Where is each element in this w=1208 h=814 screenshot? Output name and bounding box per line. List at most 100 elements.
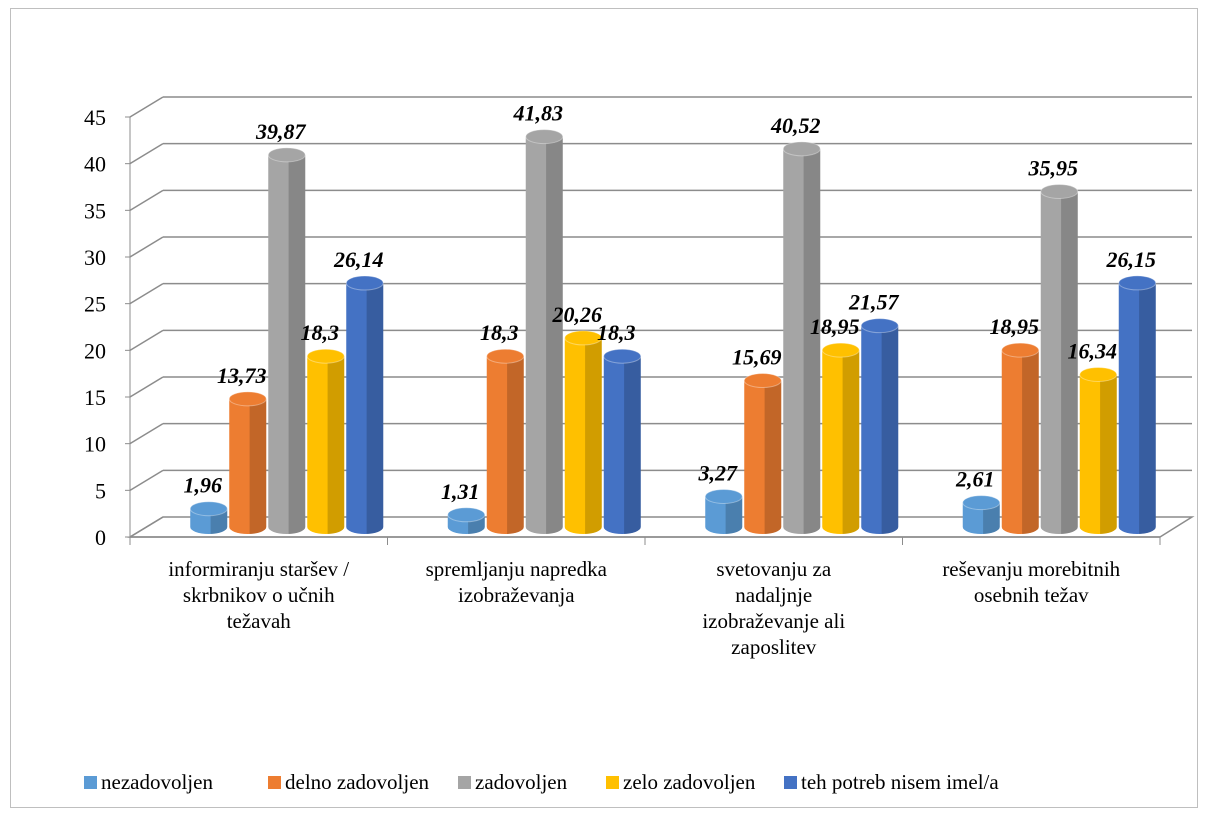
data-label: 3,27 [698, 460, 739, 485]
data-label: 1,96 [184, 473, 223, 498]
bar [564, 337, 602, 535]
bar-top [486, 348, 525, 364]
data-label: 16,34 [1068, 338, 1118, 363]
bar-shade [1061, 191, 1078, 534]
bar-shade [983, 502, 1000, 534]
x-category-label: zaposlitev [731, 635, 817, 659]
side-gridline [129, 143, 164, 165]
bar-shade [327, 356, 345, 534]
bar-shade [842, 350, 860, 534]
y-tick-label: 30 [84, 245, 106, 270]
bar-top [962, 495, 1001, 511]
side-gridline [129, 329, 164, 351]
legend-swatch [84, 776, 97, 789]
data-label: 2,61 [955, 467, 995, 492]
data-label: 1,31 [441, 479, 480, 504]
bar [603, 356, 641, 535]
bar-top [1118, 275, 1157, 291]
bar-shade [1022, 350, 1039, 534]
data-label: 35,95 [1028, 155, 1079, 180]
x-category-label: reševanju morebitnih [942, 557, 1120, 581]
bar [861, 325, 899, 535]
legend-label: zadovoljen [475, 770, 568, 794]
bar [268, 154, 306, 535]
data-label: 18,3 [480, 320, 519, 345]
bar-shade [546, 136, 563, 534]
side-gridline [129, 283, 164, 305]
data-label: 20,26 [552, 302, 603, 327]
bar [705, 496, 743, 535]
x-category-label: osebnih težav [974, 583, 1089, 607]
bar [486, 356, 524, 535]
y-tick-label: 35 [84, 198, 106, 223]
y-axis: 0 5 10 15 20 25 30 35 40 45 [84, 105, 131, 550]
bar [783, 148, 821, 535]
bar-shade [585, 337, 602, 534]
legend-swatch [606, 776, 619, 789]
legend: nezadovoljen delno zadovoljen zadovoljen ze… [84, 770, 999, 794]
x-category-label: skrbnikov o učnih [183, 583, 335, 607]
bar-shade [725, 496, 743, 534]
bar [1118, 282, 1156, 535]
bar-shade [507, 356, 524, 534]
data-label: 26,14 [333, 247, 384, 272]
bar-shade [1139, 282, 1156, 534]
bar-top [228, 391, 267, 407]
bar-shade [764, 380, 782, 534]
bar-shade [366, 283, 384, 534]
y-tick-label: 10 [84, 432, 106, 457]
side-gridline [129, 469, 164, 491]
side-gridline [129, 96, 164, 118]
bar-shade [624, 356, 641, 534]
x-category-label: informiranju staršev / [168, 557, 349, 581]
bar-top [525, 129, 564, 145]
data-label: 39,87 [255, 119, 307, 144]
legend-label: zelo zadovoljen [623, 770, 756, 794]
bar-top [821, 342, 860, 358]
bar-top [564, 330, 603, 346]
bar-shade [288, 154, 306, 534]
data-label: 41,83 [513, 101, 564, 126]
legend-swatch [784, 776, 797, 789]
bar [229, 398, 267, 535]
data-label: 18,3 [597, 320, 636, 345]
x-category-label: izobraževanje ali [702, 609, 845, 633]
bars: 1,96 13,73 39,87 18,3 26,14 1,31 18,3 41,83 20,2… [184, 101, 1157, 535]
y-tick-label: 5 [95, 478, 106, 503]
bar [822, 350, 860, 535]
chart-frame [10, 8, 1198, 808]
legend-swatch [458, 776, 471, 789]
y-tick-label: 15 [84, 385, 106, 410]
bar-top [447, 507, 486, 523]
bar-top [1040, 183, 1079, 199]
legend-swatch [268, 776, 281, 789]
y-tick-label: 45 [84, 105, 106, 130]
x-category-label: težavah [227, 609, 292, 633]
bar-shade [881, 325, 899, 534]
bar-top [189, 501, 228, 517]
bar-top [1079, 366, 1118, 382]
bar-top [743, 373, 782, 389]
bar-shade [249, 398, 267, 534]
side-gridline [129, 236, 164, 258]
x-category-label: svetovanju za [716, 557, 832, 581]
bar [307, 356, 345, 535]
bar [1079, 374, 1117, 535]
data-label: 26,15 [1106, 247, 1157, 272]
data-label: 21,57 [848, 290, 900, 315]
y-tick-label: 25 [84, 292, 106, 317]
bar-top [306, 348, 345, 364]
side-gridline [129, 189, 164, 211]
x-category-label: spremljanju napredka [426, 557, 608, 581]
data-label: 13,73 [217, 363, 267, 388]
bar-top [860, 318, 899, 334]
bar-shade [803, 148, 821, 534]
bar-top [704, 488, 743, 504]
bar-shade [1100, 374, 1117, 534]
bar [962, 502, 1000, 535]
legend-label: teh potreb nisem imel/a [801, 770, 999, 794]
bar [744, 380, 782, 535]
side-gridline [129, 376, 164, 398]
data-label: 18,95 [990, 314, 1040, 339]
